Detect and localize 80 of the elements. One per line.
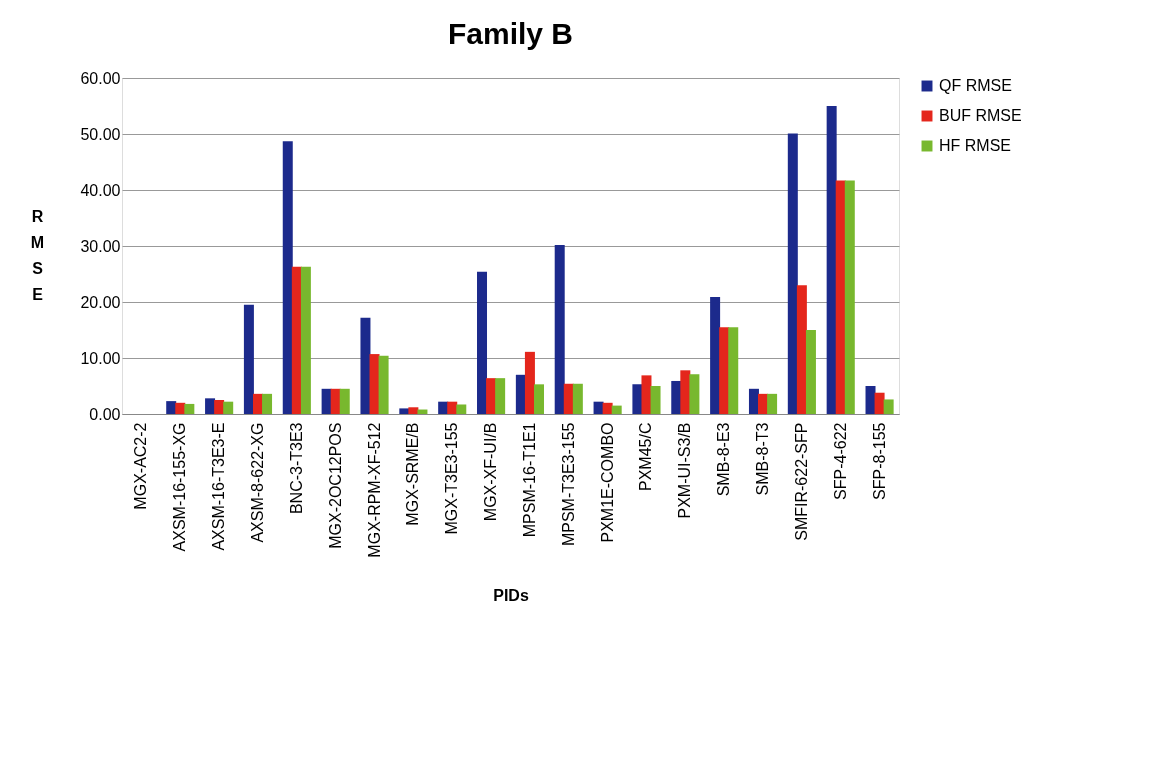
bar — [515, 374, 526, 414]
x-tick-label: AXSM-16-T3E3-E — [210, 422, 228, 551]
bar — [805, 330, 816, 414]
bar — [689, 374, 700, 414]
y-tick-label: 50.00 — [80, 125, 121, 143]
bar — [826, 106, 837, 414]
bar — [602, 402, 613, 414]
y-tick-label: 30.00 — [80, 237, 121, 255]
bar — [205, 398, 216, 414]
x-tick-label: SFP-8-155 — [870, 422, 888, 500]
bar — [486, 378, 497, 414]
bar — [787, 133, 798, 414]
x-tick-label: PXM1E-COMBO — [598, 422, 616, 543]
x-tick-label: MGX-T3E3-155 — [443, 422, 461, 535]
bar — [554, 244, 565, 414]
bar — [680, 370, 691, 414]
bar — [262, 393, 273, 414]
bar — [243, 304, 254, 414]
y-tick-label: 0.00 — [89, 405, 121, 423]
bar — [728, 327, 739, 414]
bar — [865, 386, 876, 414]
y-tick-label: 20.00 — [80, 293, 121, 311]
bar — [835, 180, 846, 414]
legend-label: BUF RMSE — [939, 107, 1022, 124]
bar — [883, 399, 894, 414]
bar — [339, 388, 350, 414]
x-tick-label: SMB-8-E3 — [715, 422, 733, 497]
bar — [767, 393, 778, 414]
bar — [611, 405, 622, 414]
x-tick-label: SFP-4-622 — [831, 422, 849, 500]
bar — [291, 266, 302, 414]
bar — [399, 408, 410, 414]
bar — [632, 384, 643, 414]
bar — [671, 380, 682, 414]
x-tick-label: SMB-8-T3 — [754, 422, 772, 496]
bar — [184, 403, 195, 414]
bar — [533, 384, 544, 414]
bar — [572, 383, 583, 414]
bar — [641, 375, 652, 414]
x-tick-label: MGX-XF-UI/B — [482, 422, 500, 522]
bar — [874, 392, 885, 414]
bar — [796, 285, 807, 414]
x-tick-label: MGX-2OC12POS — [326, 422, 344, 549]
bar — [282, 141, 293, 414]
bar — [748, 388, 759, 414]
bar — [166, 401, 177, 414]
y-tick-label: 40.00 — [80, 181, 121, 199]
y-tick-label: 10.00 — [80, 349, 121, 367]
x-tick-label: MGX-RPM-XF-512 — [365, 422, 383, 558]
bar — [477, 271, 488, 414]
y-tick-label: 60.00 — [80, 69, 121, 87]
legend-label: HF RMSE — [939, 137, 1011, 154]
bar — [214, 400, 225, 414]
x-tick-label: MGX-SRME/B — [404, 422, 422, 526]
bar — [300, 266, 311, 414]
bar — [495, 378, 506, 414]
y-axis-title: RMSE — [30, 207, 45, 303]
chart-title: Family B — [447, 17, 574, 50]
x-axis-title: PIDs — [493, 586, 529, 604]
x-tick-label: MPSM-16-T1E1 — [520, 422, 538, 538]
bar — [408, 407, 419, 414]
x-tick-label: AXSM-8-622-XG — [248, 422, 266, 543]
bar — [378, 355, 389, 414]
bar — [844, 180, 855, 414]
bar — [223, 401, 234, 414]
bar — [369, 354, 380, 414]
x-tick-label: MPSM-T3E3-155 — [559, 422, 577, 547]
bar — [719, 327, 730, 414]
x-tick-label: PXM-UI-S3/B — [676, 422, 694, 519]
bar — [360, 317, 371, 414]
x-tick-label: PXM45/C — [637, 422, 655, 491]
x-tick-label: AXSM-16-155-XG — [171, 422, 189, 552]
bar — [710, 296, 721, 414]
x-tick-label: BNC-3-T3E3 — [287, 422, 305, 515]
bar — [524, 351, 535, 414]
x-tick-label: SMFIR-622-SFP — [792, 422, 810, 541]
bar — [456, 404, 467, 414]
x-tick-label: MGX-AC2-2 — [132, 422, 150, 510]
legend-label: QF RMSE — [939, 77, 1012, 94]
bar — [650, 386, 661, 414]
